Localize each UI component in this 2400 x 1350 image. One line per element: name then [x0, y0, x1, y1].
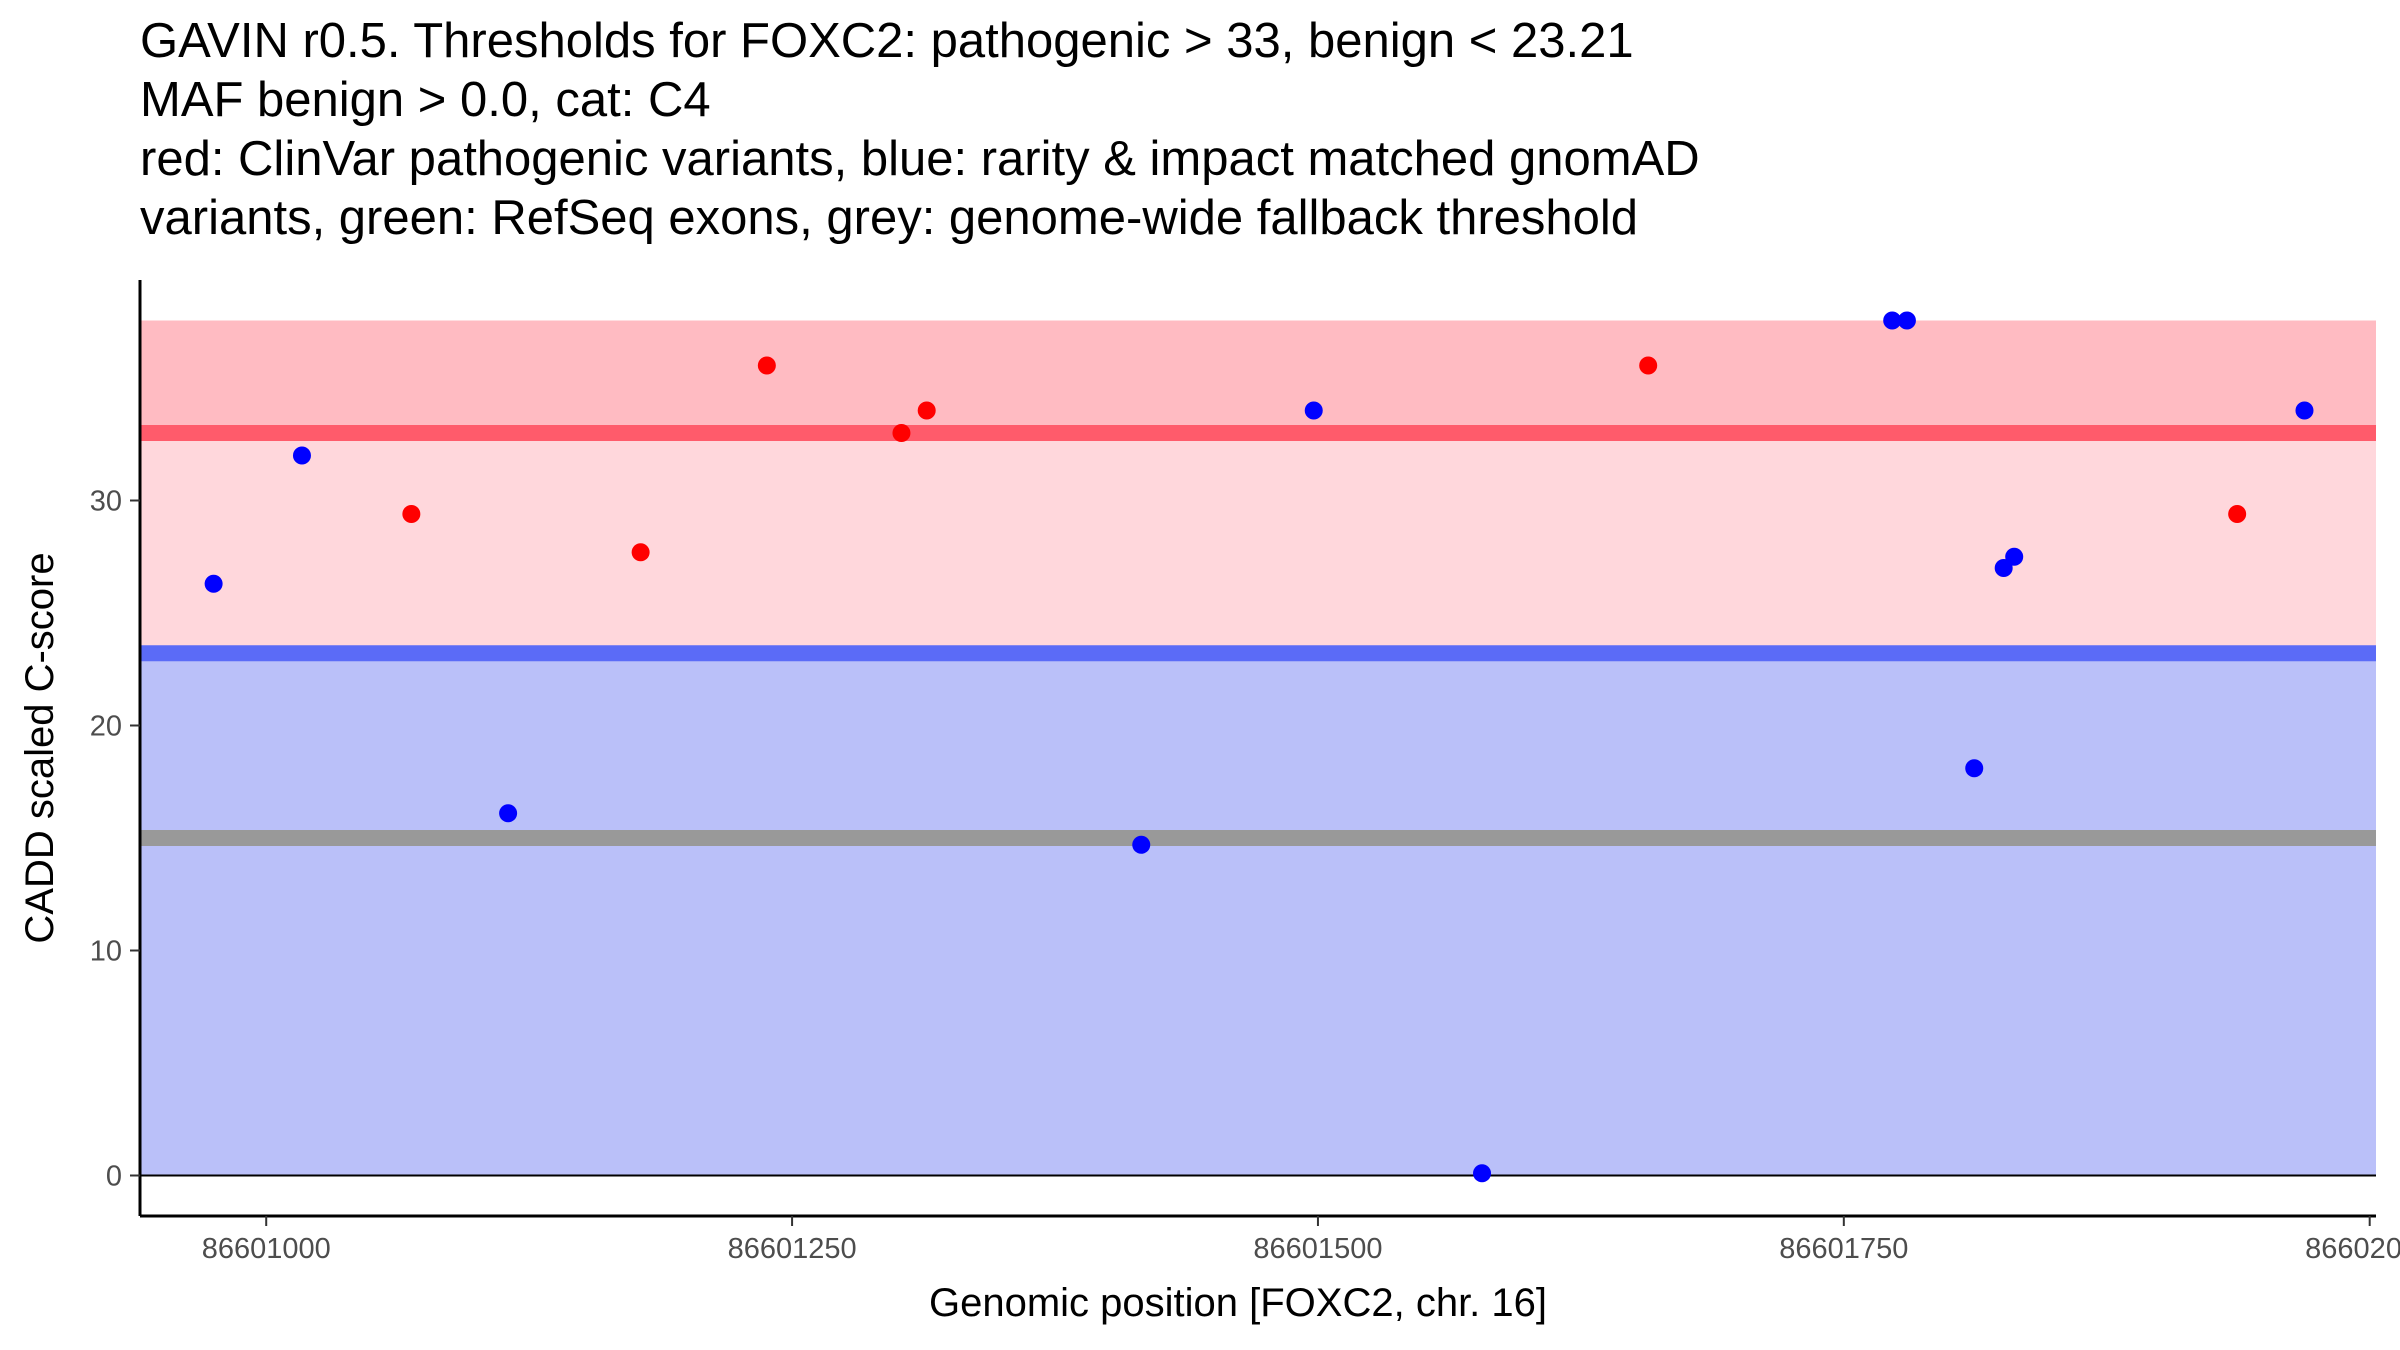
gnomad-point-8: [1897, 311, 1916, 330]
x-tick-label-5: 86602000: [2305, 1233, 2400, 1265]
gnomad-point-10: [1994, 559, 2013, 577]
threshold-regions: [140, 320, 2376, 1176]
y-tick-label-2: 10: [90, 936, 122, 968]
pathogenic-point-2: [631, 543, 650, 562]
y-tick-label-1: 0: [106, 1161, 122, 1193]
x-tick-label-4: 86601750: [1779, 1233, 1908, 1265]
gnomad-point-3: [499, 804, 518, 823]
chart-title-line-2: MAF benign > 0.0, cat: C4: [140, 73, 711, 127]
pathogenic-point-6: [1639, 356, 1658, 375]
pathogenic-point-4: [892, 424, 911, 442]
chart-title-line-4: variants, green: RefSeq exons, grey: gen…: [140, 191, 1639, 245]
gnomad-point-5: [1304, 401, 1323, 420]
x-tick-label-2: 86601250: [728, 1233, 857, 1265]
y-axis-title: CADD scaled C-score: [18, 552, 62, 943]
y-tick-label-3: 20: [90, 711, 122, 743]
pathogenic-point-7: [2228, 505, 2247, 523]
threshold-lines: [140, 425, 2376, 846]
gnomad-point-9: [1965, 759, 1984, 778]
gnomad-point-7: [1883, 311, 1902, 330]
x-tick-label-1: 86601000: [202, 1233, 331, 1265]
pathogenic-point-3: [757, 356, 776, 375]
pathogenic-point-1: [402, 505, 421, 523]
pathogenic-mid-band: [140, 433, 2376, 654]
chart-title: GAVIN r0.5. Thresholds for FOXC2: pathog…: [140, 12, 2360, 248]
gnomad-point-6: [1473, 1164, 1492, 1183]
axes: [138, 280, 2376, 1218]
pathogenic-high-band: [140, 320, 2376, 433]
benign-band: [140, 653, 2376, 1176]
chart-title-line-1: GAVIN r0.5. Thresholds for FOXC2: pathog…: [140, 14, 1634, 68]
gnomad-point-2: [292, 446, 311, 465]
y-tick-label-4: 30: [90, 486, 122, 518]
pathogenic-point-5: [917, 401, 936, 420]
gnomad-point-4: [1132, 835, 1151, 854]
gnomad-point-1: [204, 574, 223, 593]
gnomad-point-11: [2005, 547, 2024, 566]
chart-title-line-3: red: ClinVar pathogenic variants, blue: …: [140, 132, 1700, 186]
x-axis-ticks: 86601000 86601250 86601500 86601750 86602000: [202, 1216, 2400, 1265]
gnomad-point-12: [2295, 401, 2314, 420]
y-axis-ticks: 0 10 20 30: [90, 486, 140, 1193]
x-tick-label-3: 86601500: [1253, 1233, 1382, 1265]
data-points: [204, 311, 2314, 1183]
x-axis-title: Genomic position [FOXC2, chr. 16]: [929, 1281, 1547, 1325]
